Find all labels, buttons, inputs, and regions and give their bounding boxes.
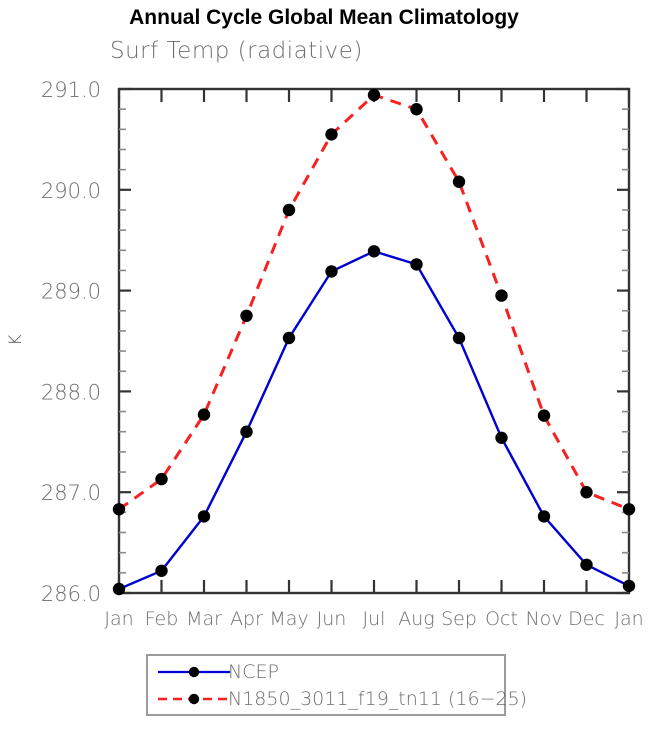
x-tick-label: May (269, 608, 308, 630)
data-point-marker (452, 331, 466, 345)
data-point-marker (452, 175, 466, 188)
legend: NCEP N1850_3011_f19_tn11 (16−25) (146, 654, 527, 716)
legend-label-n1850: N1850_3011_f19_tn11 (16−25) (228, 687, 528, 710)
data-point-marker (410, 258, 423, 271)
x-tick-label: Sep (441, 608, 477, 630)
data-point-marker (155, 472, 168, 486)
data-point-marker (282, 331, 296, 345)
data-point-marker (622, 579, 636, 593)
y-tick-label: 290.0 (41, 179, 101, 203)
data-point-marker (240, 425, 253, 438)
data-point-marker (112, 503, 126, 516)
data-point-marker (410, 103, 423, 116)
legend-entry-n1850: N1850_3011_f19_tn11 (16−25) (148, 683, 527, 714)
series-line-n1850 (118, 93, 630, 511)
data-point-marker (580, 486, 593, 499)
x-tick-label: Feb (145, 608, 179, 630)
x-tick-label: Aug (398, 608, 434, 630)
x-tick-label: Jul (363, 608, 386, 630)
legend-entry-ncep: NCEP (148, 656, 504, 687)
data-point-marker (112, 582, 126, 596)
legend-sample-n1850 (158, 693, 230, 704)
data-point-marker (325, 265, 338, 278)
data-point-marker (367, 88, 381, 102)
chart-subtitle: Surf Temp (radiative) (110, 38, 363, 64)
data-point-marker (580, 558, 593, 571)
x-tick-label: Apr (230, 608, 263, 630)
y-tick-label: 287.0 (41, 481, 101, 505)
data-point-marker (495, 431, 508, 444)
data-point-marker (495, 289, 508, 302)
y-tick-label: 291.0 (41, 78, 101, 102)
x-tick-label: Dec (568, 608, 605, 630)
data-point-marker (155, 564, 168, 577)
data-point-marker (537, 409, 551, 422)
data-point-marker (282, 203, 296, 217)
data-point-marker (197, 408, 211, 421)
x-tick-label: Oct (485, 608, 518, 630)
data-point-marker (367, 245, 381, 258)
y-tick-label: 286.0 (41, 582, 101, 606)
legend-label-ncep: NCEP (228, 660, 279, 683)
x-tick-label: Mar (186, 608, 222, 630)
data-point-marker (197, 510, 211, 523)
x-tick-label: Jun (317, 608, 347, 630)
data-point-marker (240, 309, 253, 322)
legend-sample-ncep (158, 666, 230, 677)
series-layer (112, 88, 636, 596)
data-point-marker (325, 128, 338, 141)
series-line-ncep (118, 250, 630, 591)
axes-layer (117, 87, 631, 595)
data-point-marker (622, 503, 636, 516)
x-tick-label: Jan (104, 608, 133, 630)
y-tick-label: 289.0 (41, 280, 101, 304)
x-tick-label: Nov (525, 608, 562, 630)
data-point-marker (537, 510, 551, 523)
x-tick-label: Jan (614, 608, 643, 630)
y-tick-label: 288.0 (41, 380, 101, 404)
page-title: Annual Cycle Global Mean Climatology (129, 6, 519, 29)
